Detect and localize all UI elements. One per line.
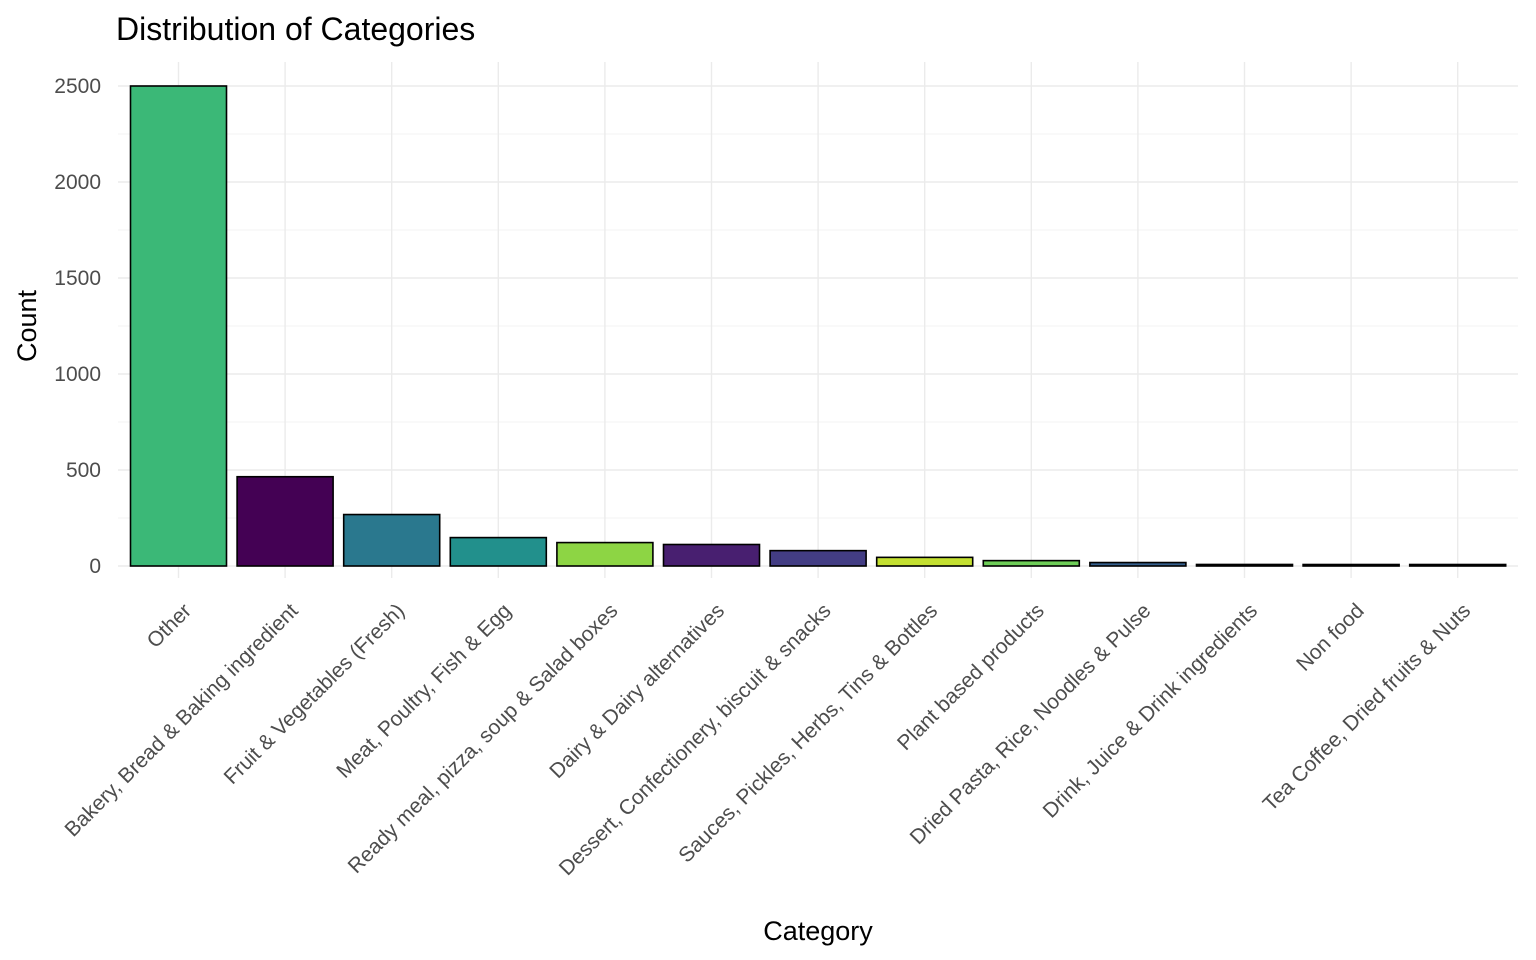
bar-3 bbox=[449, 536, 548, 567]
y-tick-label: 2500 bbox=[54, 75, 101, 98]
bar-0 bbox=[129, 85, 228, 567]
bar-4 bbox=[556, 541, 654, 567]
bar-11 bbox=[1302, 563, 1400, 567]
x-axis-title: Category bbox=[763, 916, 873, 946]
x-tick-label: Other bbox=[143, 599, 196, 652]
bar-5 bbox=[662, 543, 761, 567]
bar-1 bbox=[236, 475, 334, 567]
bar-10 bbox=[1195, 563, 1294, 567]
chart-title: Distribution of Categories bbox=[116, 11, 475, 47]
x-tick-label: Fruit & Vegetables (Fresh) bbox=[220, 599, 410, 789]
bar-9 bbox=[1089, 561, 1187, 567]
y-tick-label: 1500 bbox=[54, 267, 101, 290]
bar-12 bbox=[1408, 563, 1507, 567]
y-axis-title: Count bbox=[12, 289, 42, 362]
x-tick-label: Bakery, Bread & Baking ingredient bbox=[60, 599, 302, 841]
x-tick-label: Tea Coffee, Dried fruits & Nuts bbox=[1259, 599, 1476, 816]
x-tick-label: Non food bbox=[1292, 599, 1369, 676]
x-tick-label: Dairy & Dairy alternatives bbox=[545, 599, 729, 783]
bar-2 bbox=[342, 513, 441, 567]
y-axis-ticks: 0 500 1000 1500 2000 2500 bbox=[54, 75, 101, 578]
y-tick-label: 500 bbox=[66, 459, 101, 482]
bar-6 bbox=[769, 549, 867, 567]
y-tick-label: 2000 bbox=[54, 171, 101, 194]
x-tick-label: Meat, Poultry, Fish & Egg bbox=[332, 599, 516, 783]
x-tick-label: Dried Pasta, Rice, Noodles & Pulse bbox=[906, 599, 1156, 849]
y-tick-label: 1000 bbox=[54, 363, 101, 386]
x-tick-label: Drink, Juice & Drink ingredients bbox=[1039, 599, 1262, 822]
y-tick-label: 0 bbox=[89, 555, 101, 578]
bar-7 bbox=[875, 556, 974, 567]
bars bbox=[129, 85, 1507, 567]
bar-8 bbox=[982, 559, 1081, 567]
